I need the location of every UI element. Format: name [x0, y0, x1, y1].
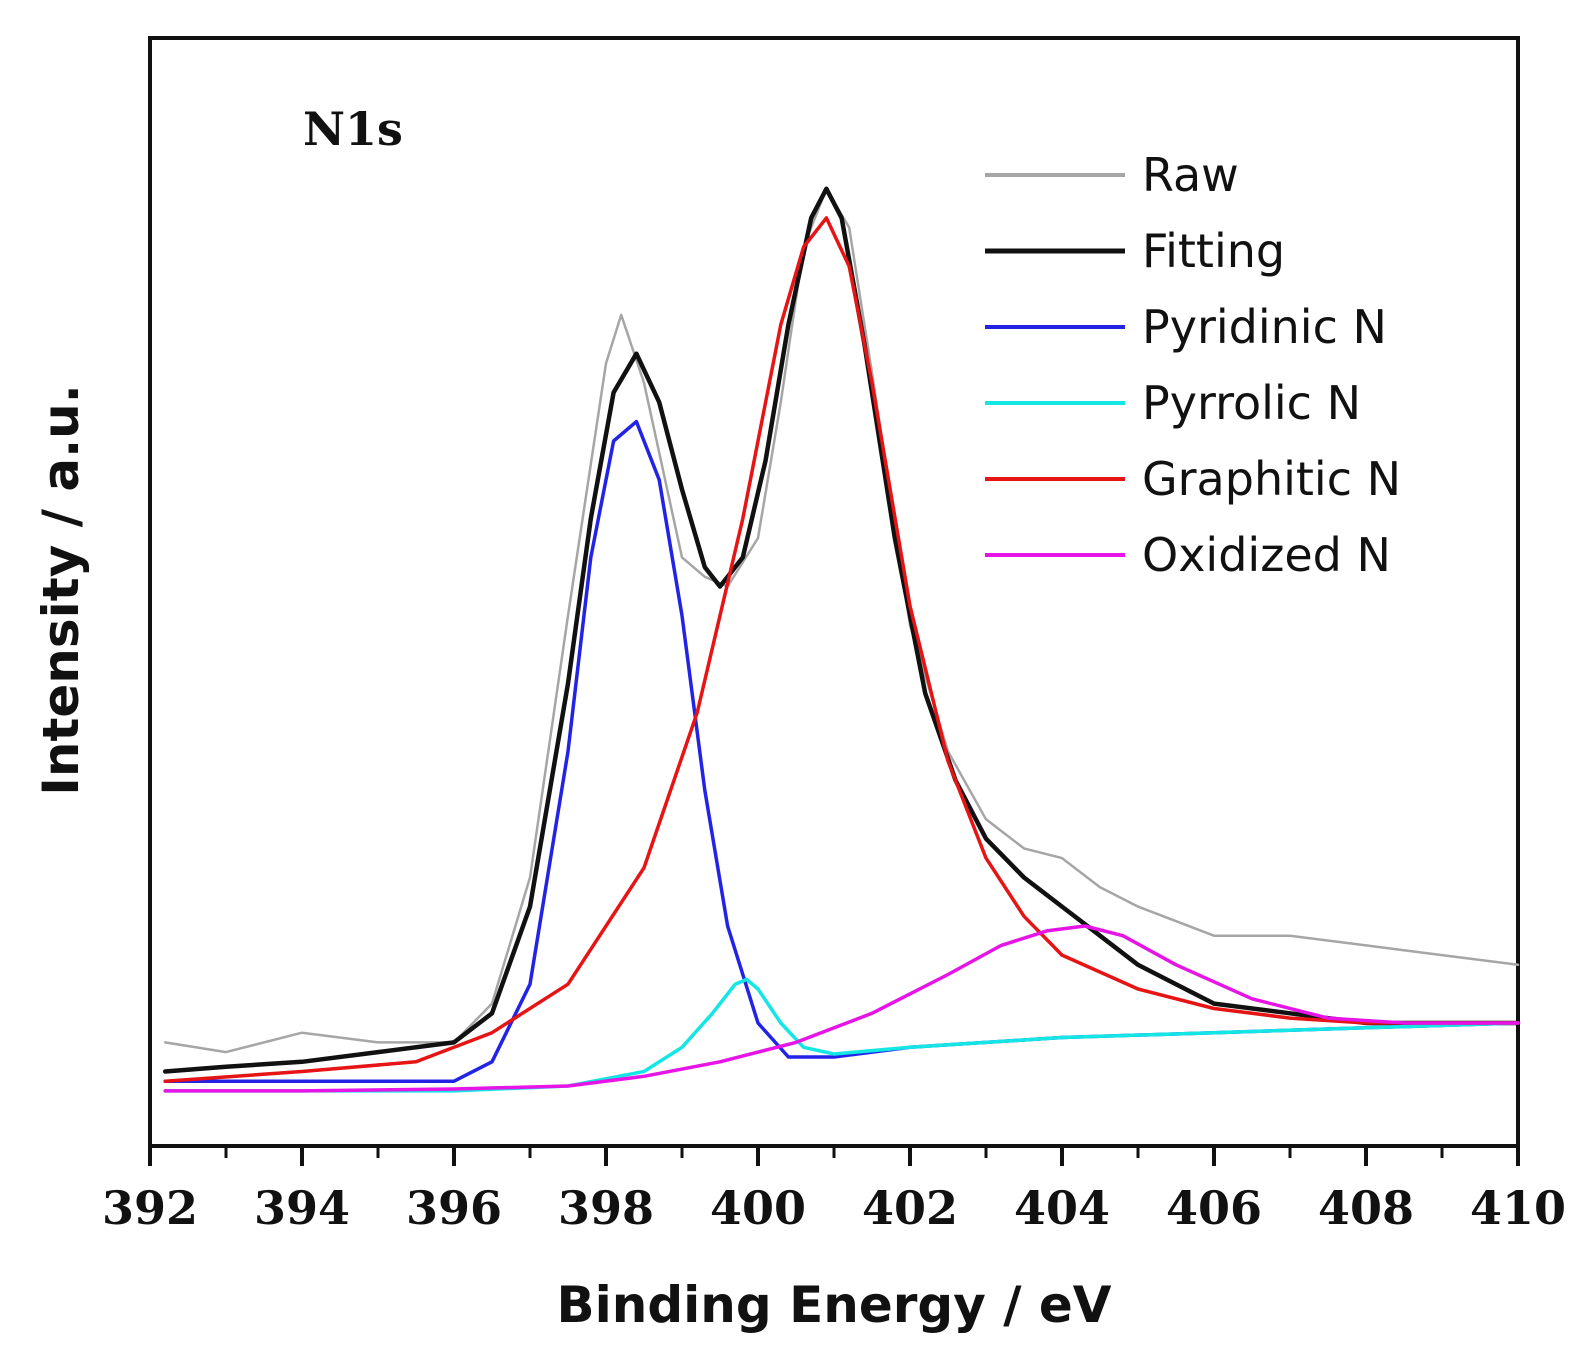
series-line-fitting	[162, 186, 1521, 1074]
series-line-raw	[163, 187, 1520, 1054]
x-tick-label: 396	[406, 1181, 502, 1235]
x-tick-label: 408	[1318, 1181, 1414, 1235]
legend-label: Pyridinic N	[1142, 300, 1387, 354]
panel-label: N1s	[303, 102, 403, 156]
x-tick-label: 400	[710, 1181, 806, 1235]
series-line-oxidized-n	[163, 924, 1520, 1093]
series-line-pyridinic-n	[163, 419, 1520, 1083]
series-line-graphitic-n	[163, 216, 1520, 1083]
y-axis-title: Intensity / a.u.	[32, 384, 90, 795]
x-tick-label: 394	[254, 1181, 350, 1235]
legend-label: Graphitic N	[1142, 452, 1401, 506]
x-tick-label: 398	[558, 1181, 654, 1235]
legend-label: Raw	[1142, 148, 1239, 202]
x-axis-title: Binding Energy / eV	[557, 1276, 1112, 1334]
x-tick-label: 402	[862, 1181, 958, 1235]
x-tick-label: 410	[1470, 1181, 1566, 1235]
legend-label: Oxidized N	[1142, 528, 1391, 582]
x-tick-label: 392	[102, 1181, 198, 1235]
legend: Raw Fitting Pyridinic N Pyrrolic N Graphitic…	[985, 148, 1401, 582]
series-layer	[162, 186, 1521, 1093]
legend-label: Pyrrolic N	[1142, 376, 1361, 430]
x-axis: 392 394 396 398 400 402 404 406 408 410	[102, 1146, 1566, 1235]
series-line-pyrrolic-n	[163, 977, 1520, 1093]
x-tick-label: 406	[1166, 1181, 1262, 1235]
legend-label: Fitting	[1142, 224, 1285, 278]
x-tick-label: 404	[1014, 1181, 1110, 1235]
